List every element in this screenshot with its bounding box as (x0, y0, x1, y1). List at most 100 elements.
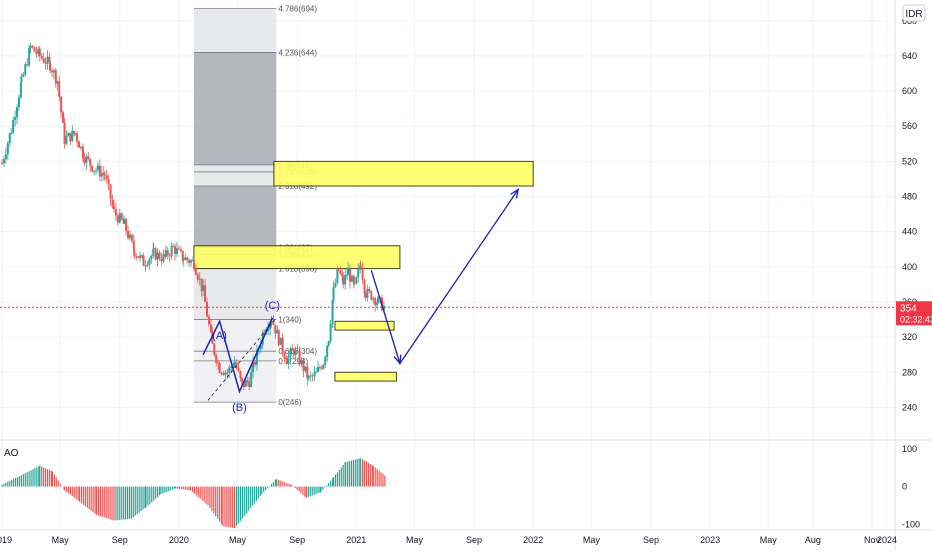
price-tick-label: 560 (902, 121, 917, 131)
time-tick-label: May (760, 535, 778, 545)
candle-body (206, 302, 209, 317)
time-tick-label: May (52, 535, 70, 545)
zone-1618 (193, 245, 401, 270)
candle-body (116, 215, 119, 223)
time-tick-label: 2021 (346, 535, 366, 545)
candle-body (83, 158, 86, 164)
candle-body (318, 367, 321, 369)
candle-body (135, 256, 138, 258)
candle-body (359, 265, 362, 269)
candle-body (76, 133, 79, 142)
candle-body (337, 269, 340, 271)
candle-body (240, 377, 243, 383)
candle-body (103, 174, 106, 176)
candle-body (85, 156, 88, 164)
candle-body (102, 172, 105, 175)
candle-body (309, 375, 312, 377)
time-axis-labels[interactable]: 2019 May Sep 2020 May Sep 2021 May Sep 2022 May Sep… (0, 535, 897, 545)
candle-body (87, 156, 90, 159)
fib-level-label: 4.786(694) (278, 4, 317, 13)
fib-level-label: 4.236(644) (278, 48, 317, 57)
wave-drawings[interactable]: (A) (B) (C) (202, 188, 520, 414)
candle-body (357, 268, 360, 278)
candle-body (239, 370, 242, 378)
candle-body (326, 345, 329, 357)
candle-body (179, 249, 182, 251)
candle-body (37, 48, 40, 54)
candle-body (181, 250, 184, 261)
candle-body (8, 133, 11, 144)
candle-body (177, 248, 180, 250)
candle-body (109, 184, 112, 200)
candle-body (346, 274, 349, 276)
candle-body (263, 332, 266, 334)
candle-body (158, 252, 161, 259)
candle-body (292, 350, 295, 355)
candle-body (209, 324, 212, 332)
candle-body (17, 97, 20, 108)
zone-support-upper (334, 320, 395, 331)
fib-level-label: 1(340) (278, 316, 301, 325)
candle-body (311, 375, 314, 377)
candle-body (190, 260, 193, 263)
ao-indicator-title[interactable]: AO (4, 448, 19, 459)
candle-body (253, 362, 256, 365)
price-tick-label: 520 (902, 156, 917, 166)
candle-body (73, 130, 76, 134)
candle-body (315, 371, 318, 373)
candle-body (62, 112, 65, 123)
candle-body (228, 367, 231, 373)
candle-body (342, 276, 345, 285)
candle-body (95, 170, 98, 172)
candle-body (164, 250, 167, 257)
candle-body (304, 366, 307, 371)
candle-body (48, 56, 51, 62)
candle-body (175, 248, 178, 254)
candle-body (154, 248, 157, 260)
candle-body (376, 302, 379, 306)
candle-body (42, 58, 45, 63)
candle-body (52, 70, 55, 73)
candle-body (93, 170, 96, 172)
candle-body (336, 269, 339, 283)
candle-body (300, 359, 303, 365)
time-tick-label: Aug (805, 535, 821, 545)
candle-body (276, 330, 279, 334)
candle-body (213, 343, 216, 355)
candle-body (48, 61, 51, 71)
candle-body (24, 64, 27, 75)
candle-body (98, 165, 101, 177)
candle-body (74, 133, 77, 135)
candle-body (196, 274, 199, 280)
candle-body (350, 276, 353, 282)
candle-body (29, 45, 32, 48)
candle-body (267, 328, 270, 331)
candle-body (320, 367, 323, 369)
candle-body (133, 250, 136, 257)
candle-body (148, 259, 151, 265)
candle-body (329, 323, 332, 342)
price-tick-label: 480 (902, 192, 917, 202)
candle-body (289, 348, 292, 356)
current-price-tag: 354 02:32:42 (896, 301, 932, 326)
candle-body (144, 265, 147, 267)
candle-body (146, 264, 149, 266)
currency-badge[interactable]: IDR (902, 4, 926, 22)
candle-body (162, 254, 165, 262)
candle-body (114, 209, 117, 216)
candle-body (296, 350, 299, 352)
bar-countdown: 02:32:42 (900, 314, 932, 324)
candle-body (112, 205, 115, 210)
candle-body (89, 158, 92, 166)
candle-body (285, 358, 288, 365)
price-tick-label: 440 (902, 227, 917, 237)
candle-body (63, 122, 66, 144)
currency-label: IDR (905, 9, 922, 20)
candle-body (91, 165, 94, 172)
time-tick-label: 2022 (523, 535, 543, 545)
candle-body (69, 133, 72, 142)
candle-body (78, 141, 81, 148)
